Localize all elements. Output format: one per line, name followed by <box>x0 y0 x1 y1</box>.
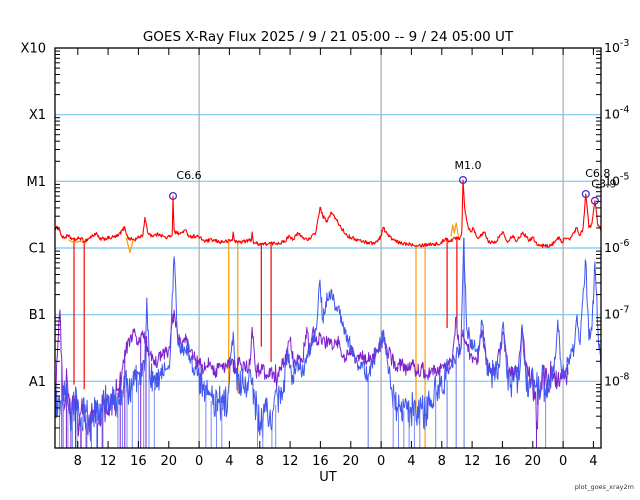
x-tick-label: 12 <box>100 454 117 469</box>
x-tick-label: 12 <box>464 454 481 469</box>
flare-event-label: C3.9 <box>591 178 616 191</box>
y-right-label: 10-7 <box>604 305 629 322</box>
flare-event-label: C6.6 <box>176 169 201 182</box>
watermark-text: plot_goes_xray2m <box>575 483 634 491</box>
x-tick-label: 4 <box>225 454 233 469</box>
x-tick-label: 8 <box>438 454 446 469</box>
y-left-label: X10 <box>21 42 46 57</box>
x-tick-label: 12 <box>282 454 299 469</box>
flare-event-label: C6.8 <box>585 167 610 180</box>
series-xray-short-secondary <box>55 309 569 437</box>
x-tick-label: 16 <box>312 454 329 469</box>
axes-frame-layer <box>54 47 602 449</box>
x-tick-label: 0 <box>195 454 203 469</box>
series-layer <box>55 179 601 448</box>
y-left-label: M1 <box>27 175 47 190</box>
x-tick-label: 8 <box>256 454 264 469</box>
y-right-label: 10-6 <box>604 238 629 255</box>
x-tick-label: 0 <box>559 454 567 469</box>
plot-frame <box>54 47 602 449</box>
flare-event-marker <box>581 189 590 199</box>
x-tick-label: 20 <box>161 454 178 469</box>
x-tick-label: 0 <box>377 454 385 469</box>
x-tick-label: 20 <box>343 454 360 469</box>
chart-title: GOES X-Ray Flux 2025 / 9 / 21 05:00 -- 9… <box>143 29 514 45</box>
y-left-label: C1 <box>29 242 46 257</box>
y-left-label: X1 <box>29 108 46 123</box>
x-tick-label: 16 <box>130 454 147 469</box>
y-right-label: 10-5 <box>604 171 629 188</box>
flare-event-label: M1.0 <box>455 159 482 172</box>
y-left-label: B1 <box>29 308 46 323</box>
x-tick-label: 20 <box>525 454 542 469</box>
x-tick-label: 16 <box>494 454 511 469</box>
axis-labels-layer: C6.6 M1.0 C6.8C3.9 8 12 16 20 0 4 8 12 16 20 0 4 8 12 16 2… <box>21 38 630 469</box>
series-xray-long-primary <box>55 179 601 249</box>
series-xray-long-secondary <box>450 222 459 237</box>
y-right-label: 10-8 <box>604 371 629 388</box>
y-right-label: 10-4 <box>604 105 629 122</box>
flare-event-marker <box>458 175 468 185</box>
y-right-label: 10-3 <box>604 38 629 55</box>
x-tick-label: 4 <box>407 454 415 469</box>
series-xray-long-secondary <box>125 237 135 253</box>
y-left-label: A1 <box>29 375 46 390</box>
x-tick-label: 4 <box>589 454 597 469</box>
series-xray-short-primary <box>55 237 601 442</box>
flare-event-marker <box>590 196 599 205</box>
x-tick-label: 8 <box>74 454 82 469</box>
x-axis-title: UT <box>319 470 337 485</box>
flare-event-marker <box>168 191 178 201</box>
